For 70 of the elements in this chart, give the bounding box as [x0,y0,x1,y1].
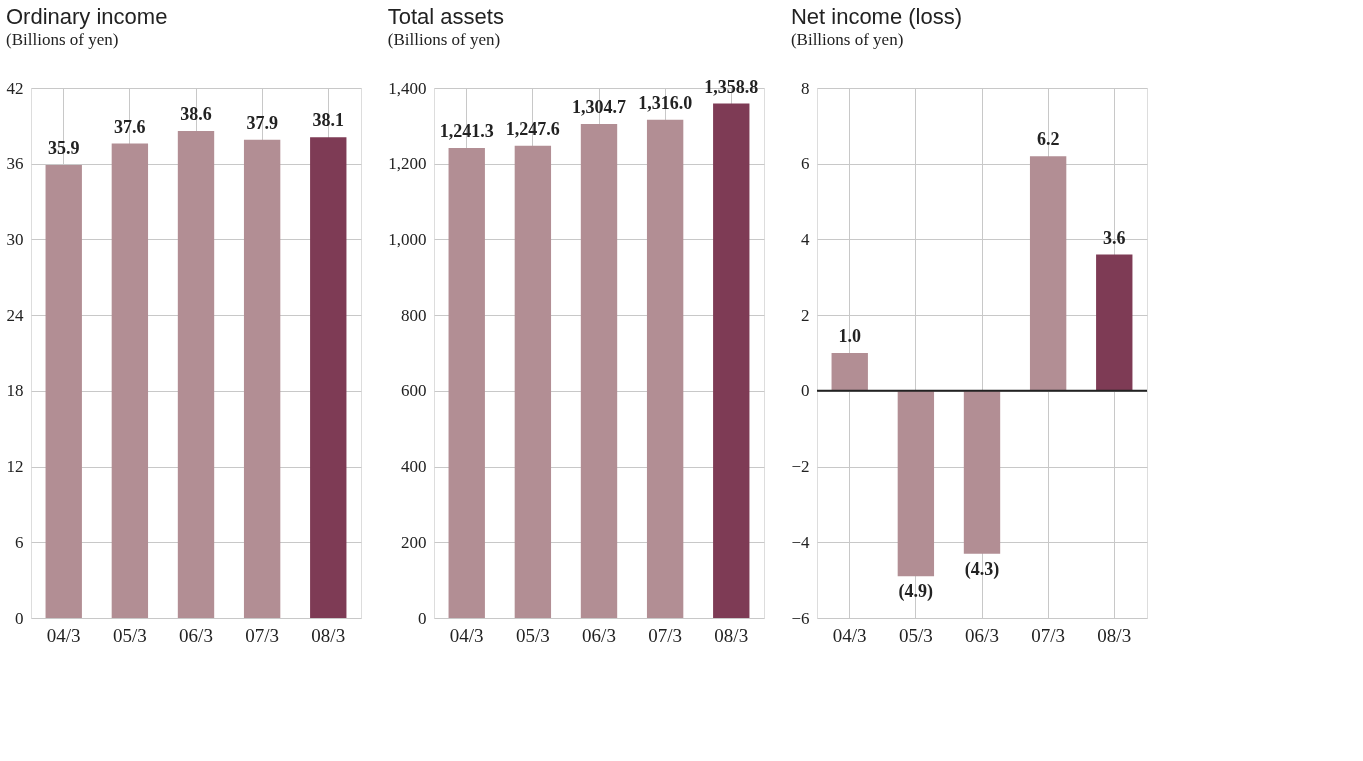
data-label: 1,358.8 [704,76,759,97]
y-tick-label: 1,000 [388,229,427,249]
data-label: 1,241.3 [439,121,494,142]
y-tick-label: 12 [6,457,24,477]
data-label: 35.9 [47,137,80,158]
y-tick-label: 36 [6,154,24,174]
bar [177,130,215,618]
y-tick-label: 24 [6,305,24,325]
data-label: (4.9) [898,581,934,603]
x-tick-label: 04/3 [46,624,81,646]
x-tick-label: 04/3 [832,624,867,646]
y-tick-label: 1,200 [388,154,427,174]
data-label: 6.2 [1036,129,1060,150]
y-tick-label: 0 [15,608,24,628]
chart-subtitle: (Billions of yen) [790,30,904,49]
data-label: 1,316.0 [638,92,693,113]
y-tick-label: 800 [401,305,427,325]
data-label: 1,304.7 [572,97,626,118]
data-label: 1.0 [838,326,861,346]
y-tick-label: 42 [6,78,24,98]
bar [1029,156,1067,391]
y-tick-label: 6 [801,154,810,174]
y-tick-label: 2 [801,305,810,325]
y-tick-label: 6 [15,532,24,552]
bar [831,353,868,391]
bar [45,164,82,618]
x-tick-label: 07/3 [245,624,280,646]
bar [243,139,281,618]
y-tick-label: −4 [791,532,810,552]
x-tick-label: 05/3 [898,624,933,646]
bar [1096,254,1133,391]
data-label: 1,247.6 [505,118,560,139]
bar [310,137,347,618]
y-tick-label: 8 [801,78,810,98]
x-tick-label: 06/3 [179,624,213,646]
x-tick-label: 07/3 [648,624,683,646]
chart-title: Total assets [387,3,504,29]
y-tick-label: 0 [801,381,810,401]
data-label: 37.9 [246,112,278,133]
x-tick-label: 06/3 [965,624,999,646]
bar [111,143,149,618]
y-tick-label: 0 [418,608,427,628]
x-tick-label: 04/3 [449,624,484,646]
data-label: (4.3) [964,558,1000,580]
y-tick-label: 30 [6,229,24,249]
y-tick-label: 600 [401,381,427,401]
x-tick-label: 05/3 [515,624,550,646]
x-tick-label: 08/3 [714,624,749,646]
x-tick-label: 08/3 [311,624,346,646]
x-tick-label: 08/3 [1097,624,1132,646]
y-tick-label: −6 [791,608,810,628]
y-tick-label: −2 [791,457,810,477]
data-label: 3.6 [1103,227,1126,248]
y-tick-label: 200 [401,532,427,552]
x-tick-label: 07/3 [1031,624,1066,646]
data-label: 38.6 [180,103,212,124]
chart-title: Ordinary income [6,4,168,29]
bar [963,390,1001,554]
x-tick-label: 06/3 [582,624,616,646]
bar [897,390,935,577]
x-tick-label: 05/3 [112,624,147,646]
chart-subtitle: (Billions of yen) [387,29,501,49]
data-label: 37.6 [114,116,146,137]
y-tick-label: 4 [801,229,810,249]
chart-subtitle: (Billions of yen) [6,30,119,49]
y-tick-label: 400 [401,457,427,477]
chart-title: Net income (loss) [790,4,963,29]
y-tick-label: 18 [6,381,24,401]
y-tick-label: 1,400 [388,78,427,98]
data-label: 38.1 [312,110,345,131]
